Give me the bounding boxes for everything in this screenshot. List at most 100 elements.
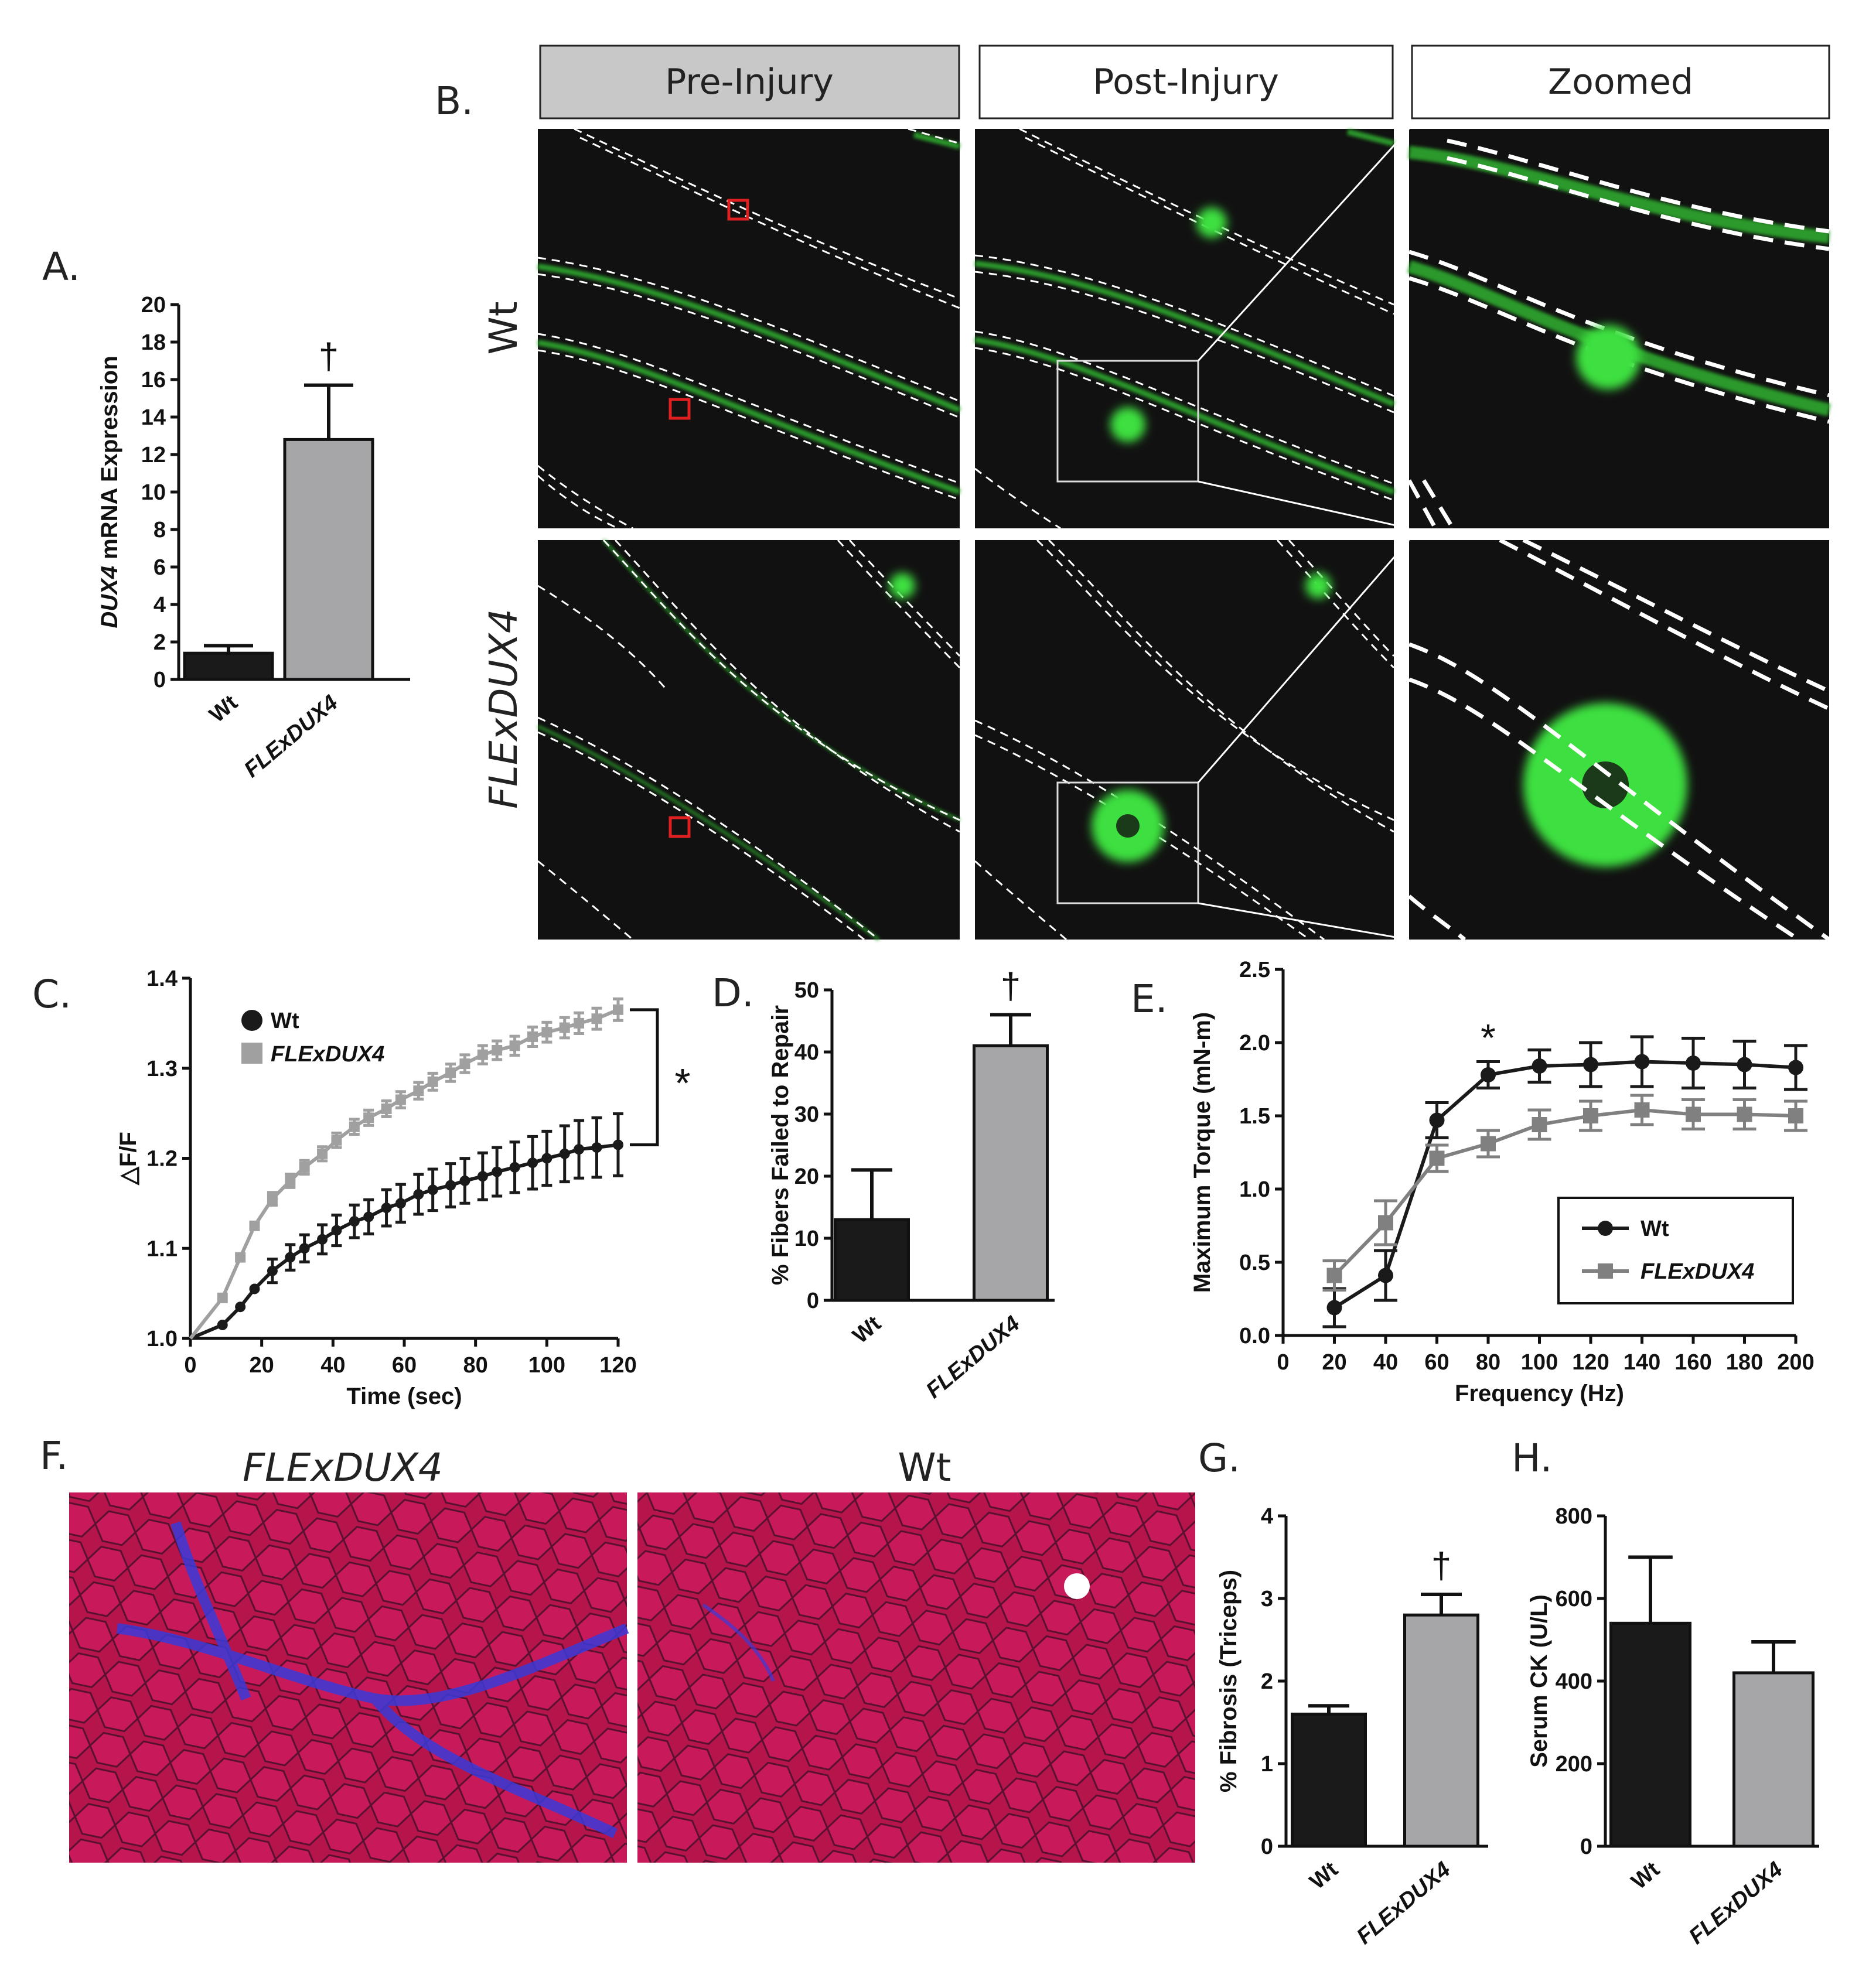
micrograph-grid: [537, 128, 1831, 941]
y-tick-label: 20: [794, 1164, 819, 1189]
y-axis-label-gene: DUX4: [97, 566, 122, 628]
y-tick-label: 0.0: [1239, 1324, 1270, 1348]
point: [381, 1103, 392, 1114]
point: [427, 1076, 438, 1087]
point: [249, 1283, 260, 1294]
x-tick-label: 200: [1777, 1350, 1814, 1375]
panel-letter-d: D.: [712, 971, 754, 1016]
category-label: FLExDUX4: [922, 1311, 1025, 1403]
point: [235, 1252, 246, 1263]
y-axis-label: △F/F: [115, 1132, 141, 1186]
micrograph-flexdux4-zoomed: [1407, 538, 1831, 941]
y-tick-label: 0: [1261, 1835, 1273, 1859]
x-tick-label: 140: [1624, 1350, 1660, 1375]
point: [541, 1027, 552, 1038]
y-tick-label: 0.5: [1239, 1251, 1270, 1275]
chart-e: 0 20 40 60 80 100 120 140 160 180 200 0.0 0.5 1.0 1.5 2…: [1189, 958, 1815, 1406]
point: [1429, 1112, 1445, 1128]
point: [363, 1112, 374, 1123]
point: [492, 1166, 503, 1177]
header-zoomed-box: [1411, 45, 1830, 119]
y-tick-label: 2.0: [1239, 1031, 1270, 1056]
legend-marker-flexdux4: [1598, 1263, 1613, 1279]
x-axis-label: Time (sec): [346, 1384, 462, 1409]
point: [1378, 1215, 1393, 1231]
histology-label-wt: Wt: [898, 1445, 951, 1490]
histology-label-flexdux4: FLExDUX4: [243, 1445, 443, 1490]
x-tick-label: 40: [320, 1353, 345, 1378]
y-tick-label: 0: [1580, 1835, 1592, 1859]
point: [427, 1184, 438, 1195]
x-tick-label: 120: [1572, 1350, 1609, 1375]
x-tick-label: 100: [1521, 1350, 1558, 1375]
category-label: FLExDUX4: [240, 691, 343, 783]
legend-marker-flexdux4: [241, 1043, 262, 1064]
bar-wt: [834, 1218, 910, 1302]
panel-letter-e: E.: [1131, 976, 1168, 1022]
point: [527, 1031, 538, 1042]
point: [574, 1017, 585, 1029]
point: [459, 1175, 470, 1186]
y-tick-label: 1.1: [146, 1236, 178, 1261]
legend: Wt FLExDUX4: [1557, 1197, 1794, 1304]
point: [527, 1157, 538, 1169]
point: [317, 1148, 328, 1159]
x-tick-label: 120: [599, 1353, 636, 1378]
point: [492, 1045, 503, 1056]
y-axis-label-rest: mRNA Expression: [97, 356, 122, 566]
significance-mark: †: [319, 337, 339, 377]
y-tick-label: 8: [154, 518, 166, 542]
chart-g: 0 1 2 3 4 Wt FLExDUX4 † % Fibrosis (Triceps): [1216, 1504, 1488, 1949]
panel-letter-c: C.: [32, 972, 71, 1017]
point: [267, 1265, 278, 1276]
point: [349, 1121, 360, 1132]
y-tick-label: 1.3: [146, 1057, 178, 1081]
y-tick-label: 1.2: [146, 1147, 178, 1171]
panel-letter-h: H.: [1512, 1436, 1552, 1481]
point: [1737, 1106, 1752, 1122]
vessel: [1064, 1573, 1090, 1599]
point: [363, 1211, 374, 1222]
category-label: Wt: [848, 1311, 886, 1349]
point: [1481, 1136, 1496, 1152]
point: [445, 1067, 456, 1078]
significance-mark: *: [1481, 1016, 1496, 1060]
legend-label-wt: Wt: [1641, 1217, 1669, 1241]
y-tick-label: 200: [1556, 1752, 1592, 1777]
x-tick-label: 100: [528, 1353, 565, 1378]
point: [477, 1049, 488, 1060]
y-tick-label: 0: [154, 668, 166, 692]
y-tick-label: 14: [141, 405, 166, 430]
x-tick-label: 80: [463, 1353, 488, 1378]
point: [1481, 1067, 1496, 1082]
panel-f-histology: FLExDUX4 Wt: [69, 1445, 1195, 1863]
point: [1532, 1058, 1547, 1074]
point: [574, 1144, 585, 1155]
bar-flexdux4: [1732, 1671, 1815, 1848]
point: [299, 1243, 310, 1254]
y-tick-label: 2: [154, 630, 166, 655]
row-label-flexdux4: FLExDUX4: [481, 609, 526, 809]
y-tick-label: 4: [154, 593, 166, 617]
point: [541, 1153, 552, 1164]
point: [559, 1148, 570, 1159]
y-tick-label: 50: [794, 978, 819, 1003]
y-tick-label: 800: [1556, 1504, 1592, 1529]
significance-bracket: [630, 1008, 659, 1146]
point: [1583, 1057, 1598, 1072]
y-tick-label: 3: [1261, 1587, 1273, 1611]
point: [1429, 1150, 1445, 1166]
y-tick-label: 10: [141, 480, 166, 505]
fibrosis-streaks: [116, 1521, 629, 1839]
y-tick-label: 1.0: [146, 1327, 178, 1351]
micrograph-flexdux4-post: [974, 539, 1395, 941]
point: [1326, 1268, 1342, 1283]
bar-wt: [183, 651, 274, 681]
point: [1686, 1106, 1701, 1122]
point: [217, 1319, 228, 1330]
point: [1788, 1060, 1803, 1075]
point: [459, 1058, 470, 1070]
x-tick-label: 180: [1726, 1350, 1763, 1375]
point: [267, 1193, 278, 1204]
chart-d: 0 10 20 30 40 50 Wt FLExDUX4 † % Fibers Failed to…: [768, 966, 1055, 1403]
